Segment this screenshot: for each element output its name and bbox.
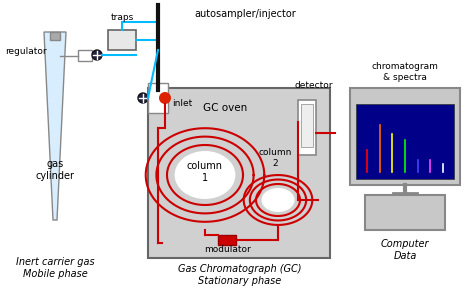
Bar [298,100,316,155]
Bar [50,32,60,40]
Circle shape [138,93,148,103]
Text: Computer
Data: Computer Data [381,239,429,261]
Bar [350,88,460,185]
Bar [365,195,445,230]
Text: regulator: regulator [5,47,46,57]
Bar [108,30,136,50]
Bar [301,104,313,147]
Text: detector: detector [295,80,333,89]
Polygon shape [44,32,66,220]
Bar [148,83,168,113]
Text: traps: traps [110,13,134,23]
Circle shape [92,50,102,60]
Ellipse shape [174,151,236,199]
Text: column
2: column 2 [258,148,292,168]
Circle shape [159,92,171,104]
Text: modulator: modulator [205,246,251,254]
Text: inlet: inlet [172,99,192,108]
Text: GC oven: GC oven [203,103,247,113]
Text: Inert carrier gas
Mobile phase: Inert carrier gas Mobile phase [16,257,94,279]
Bar [218,235,236,245]
Text: Gas Chromatograph (GC)
Stationary phase: Gas Chromatograph (GC) Stationary phase [178,264,302,286]
Bar [78,50,92,61]
Ellipse shape [262,188,294,212]
Bar [148,88,330,258]
Text: chromatogram
& spectra: chromatogram & spectra [372,62,438,82]
Text: autosampler/injector: autosampler/injector [194,9,296,19]
Text: column
1: column 1 [187,161,223,183]
Text: gas
cylinder: gas cylinder [36,159,74,181]
Bar [356,104,454,179]
